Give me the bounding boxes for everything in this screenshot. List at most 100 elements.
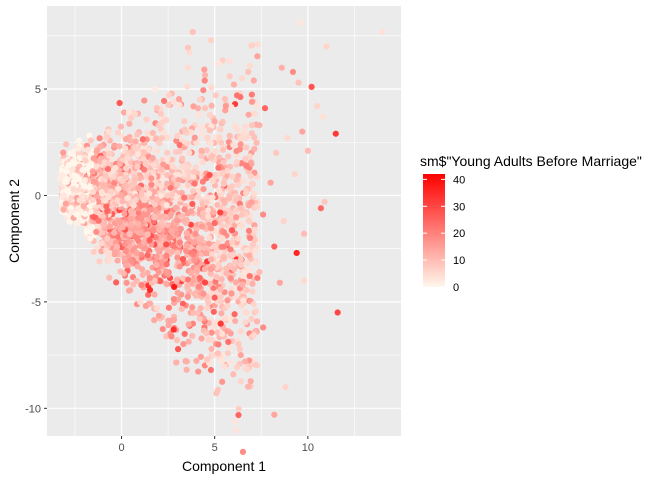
data-point bbox=[130, 180, 137, 187]
data-point bbox=[170, 243, 177, 250]
data-point bbox=[236, 345, 243, 353]
data-point bbox=[201, 266, 208, 273]
data-point bbox=[219, 378, 226, 385]
data-point bbox=[60, 192, 67, 199]
data-point bbox=[245, 217, 252, 224]
data-point bbox=[250, 331, 257, 339]
data-point bbox=[70, 186, 77, 193]
data-point bbox=[251, 226, 258, 233]
data-point bbox=[94, 198, 102, 205]
data-point bbox=[249, 288, 256, 295]
data-point bbox=[90, 155, 97, 162]
data-point bbox=[253, 318, 261, 325]
data-point bbox=[73, 211, 80, 218]
data-point bbox=[212, 92, 219, 99]
data-point bbox=[142, 160, 149, 168]
data-point bbox=[168, 317, 175, 324]
data-point bbox=[230, 142, 238, 149]
data-point bbox=[184, 282, 191, 289]
data-point bbox=[155, 312, 163, 319]
data-point bbox=[56, 175, 64, 182]
data-point bbox=[317, 205, 324, 212]
data-point bbox=[184, 140, 191, 147]
data-point bbox=[201, 279, 209, 286]
data-point bbox=[86, 132, 93, 139]
data-point bbox=[233, 427, 240, 434]
data-point bbox=[261, 105, 269, 112]
data-point bbox=[249, 241, 257, 248]
data-point bbox=[233, 147, 240, 155]
data-point bbox=[106, 223, 114, 230]
data-point bbox=[76, 196, 83, 204]
data-point bbox=[116, 218, 123, 225]
data-point bbox=[171, 283, 178, 291]
y-tick-label: -10 bbox=[25, 403, 41, 415]
data-point bbox=[140, 149, 147, 156]
data-point bbox=[184, 64, 191, 71]
data-point bbox=[156, 140, 163, 147]
data-point bbox=[149, 154, 156, 162]
data-point bbox=[133, 277, 140, 285]
data-point bbox=[289, 68, 297, 76]
data-point bbox=[174, 249, 181, 256]
data-point bbox=[247, 173, 254, 180]
data-point bbox=[301, 230, 308, 237]
data-point bbox=[206, 234, 213, 241]
data-point bbox=[97, 143, 104, 150]
data-point bbox=[319, 113, 326, 120]
y-tick-label: 5 bbox=[35, 84, 41, 96]
data-point bbox=[151, 188, 158, 195]
data-point bbox=[251, 222, 258, 229]
data-point bbox=[170, 295, 178, 303]
data-point bbox=[267, 179, 274, 186]
data-point bbox=[185, 276, 192, 283]
data-point bbox=[185, 182, 192, 189]
data-point bbox=[144, 130, 151, 137]
data-point bbox=[210, 209, 217, 216]
data-point bbox=[170, 98, 177, 105]
legend-label: 0 bbox=[453, 282, 459, 294]
data-point bbox=[146, 190, 153, 197]
data-point bbox=[198, 130, 205, 137]
data-point bbox=[156, 226, 163, 234]
x-tick-label: 5 bbox=[212, 442, 218, 454]
data-point bbox=[219, 170, 226, 177]
data-point bbox=[181, 126, 188, 133]
data-point bbox=[217, 320, 224, 327]
data-point bbox=[220, 254, 227, 261]
data-point bbox=[123, 165, 130, 172]
data-point bbox=[70, 178, 78, 185]
data-point bbox=[183, 247, 190, 254]
data-point bbox=[215, 164, 222, 171]
data-point bbox=[174, 346, 182, 353]
data-point bbox=[244, 279, 251, 286]
legend-title: sm$"Young Adults Before Marriage" bbox=[420, 153, 642, 169]
data-point bbox=[248, 122, 256, 129]
data-point bbox=[260, 324, 267, 331]
data-point bbox=[207, 37, 215, 44]
data-point bbox=[197, 305, 204, 312]
data-point bbox=[217, 293, 225, 300]
data-point bbox=[89, 188, 97, 196]
data-point bbox=[251, 190, 258, 198]
data-point bbox=[142, 245, 149, 252]
data-point bbox=[207, 256, 215, 263]
data-point bbox=[114, 257, 121, 264]
data-point bbox=[90, 178, 98, 185]
data-point bbox=[183, 358, 190, 365]
data-point bbox=[135, 220, 142, 228]
data-point bbox=[185, 338, 192, 345]
data-point bbox=[230, 371, 237, 378]
data-point bbox=[227, 217, 235, 224]
data-point bbox=[93, 244, 101, 251]
data-point bbox=[207, 139, 214, 147]
data-point bbox=[198, 124, 205, 131]
data-point bbox=[139, 136, 146, 143]
data-point bbox=[165, 322, 172, 329]
data-point bbox=[205, 207, 212, 214]
data-point bbox=[185, 321, 192, 328]
data-point bbox=[203, 147, 210, 154]
data-point bbox=[147, 300, 154, 307]
data-point bbox=[228, 227, 236, 234]
data-point bbox=[133, 249, 140, 257]
